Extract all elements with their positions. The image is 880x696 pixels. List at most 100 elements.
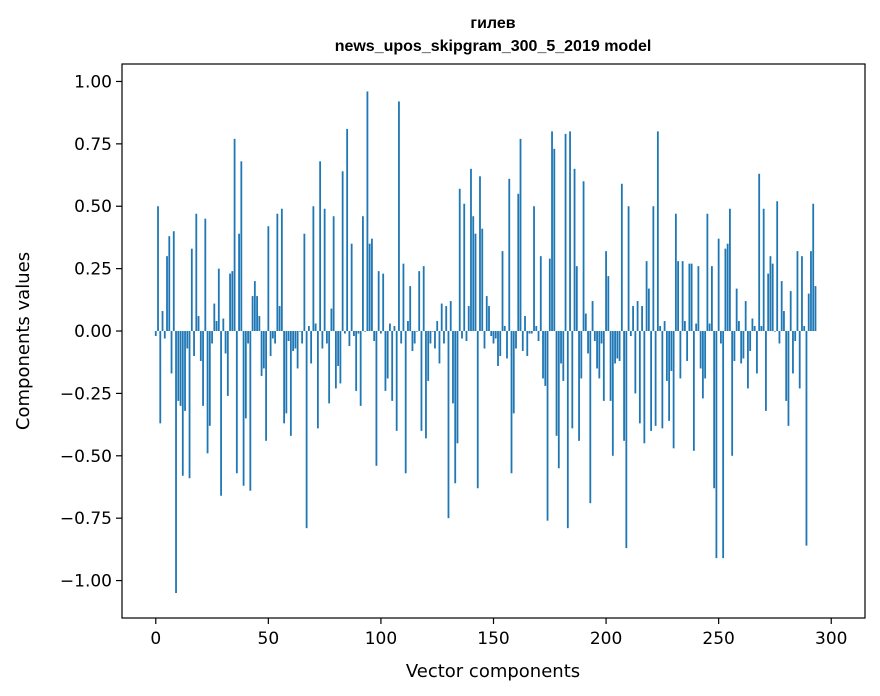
bar-component-145 xyxy=(481,228,484,332)
bar-component-167 xyxy=(530,331,533,334)
bar-component-74 xyxy=(321,331,324,349)
bar-component-38 xyxy=(240,161,243,332)
bar-component-241 xyxy=(697,266,700,332)
bar-component-107 xyxy=(395,331,398,431)
bar-component-231 xyxy=(674,213,677,332)
x-tick-label: 100 xyxy=(365,629,397,649)
bar-component-131 xyxy=(449,301,452,332)
bar-component-229 xyxy=(670,331,673,371)
bar-component-3 xyxy=(161,311,164,332)
bar-component-219 xyxy=(647,288,650,332)
y-tick-label: −0.50 xyxy=(60,447,112,467)
bar-component-153 xyxy=(499,331,502,356)
bar-component-152 xyxy=(497,331,499,366)
bar-component-265 xyxy=(751,318,754,332)
bar-component-14 xyxy=(186,331,189,349)
bar-component-99 xyxy=(377,271,380,332)
bar-component-56 xyxy=(280,208,283,332)
bar-component-143 xyxy=(476,331,479,489)
bar-component-53 xyxy=(274,331,276,344)
bar-component-170 xyxy=(537,331,540,341)
bar-component-71 xyxy=(314,323,317,332)
bar-component-10 xyxy=(177,331,180,401)
bar-component-13 xyxy=(184,331,186,411)
bar-component-127 xyxy=(440,303,443,332)
bar-component-208 xyxy=(623,331,625,441)
bar-component-109 xyxy=(400,331,403,344)
bar-component-290 xyxy=(807,293,810,332)
bar-component-8 xyxy=(172,231,175,332)
bar-component-292 xyxy=(812,203,815,332)
bar-component-24 xyxy=(208,331,211,426)
bar-component-237 xyxy=(688,263,691,332)
bar-component-42 xyxy=(249,331,252,491)
bar-component-206 xyxy=(618,331,621,361)
bar-component-207 xyxy=(620,183,623,332)
bar-component-54 xyxy=(276,213,279,332)
bar-component-245 xyxy=(706,213,709,332)
bar-component-216 xyxy=(641,306,643,332)
bar-component-32 xyxy=(226,331,229,396)
bar-component-88 xyxy=(353,331,355,337)
bar-component-130 xyxy=(447,331,450,519)
bar-component-194 xyxy=(591,301,594,332)
bar-component-166 xyxy=(528,331,531,334)
bar-component-41 xyxy=(247,331,249,344)
bar-component-151 xyxy=(494,331,497,339)
bar-component-45 xyxy=(256,296,258,332)
y-tick-label: 0.75 xyxy=(74,135,112,155)
y-axis-label: Components values xyxy=(13,252,34,430)
bar-component-121 xyxy=(427,331,430,381)
y-tick-label: −1.00 xyxy=(60,572,112,592)
bar-component-173 xyxy=(544,331,547,386)
bar-component-31 xyxy=(224,331,227,354)
bar-component-203 xyxy=(611,331,614,456)
bar-component-263 xyxy=(747,331,749,389)
bar-component-61 xyxy=(292,331,295,351)
bar-component-293 xyxy=(814,286,817,332)
bar-component-275 xyxy=(774,331,776,332)
bar-component-105 xyxy=(391,331,394,401)
bar-component-248 xyxy=(713,331,716,489)
bar-component-281 xyxy=(787,331,790,426)
bar-component-221 xyxy=(652,206,655,332)
bar-component-36 xyxy=(235,331,238,474)
bar-component-271 xyxy=(765,331,767,411)
bar-component-66 xyxy=(303,233,306,332)
bar-component-68 xyxy=(307,326,310,332)
bar-component-247 xyxy=(711,266,713,332)
bar-component-243 xyxy=(701,331,704,399)
bar-component-86 xyxy=(348,331,351,346)
bar-component-205 xyxy=(616,331,619,359)
bar-component-154 xyxy=(501,251,504,332)
bar-component-95 xyxy=(368,243,371,332)
bar-component-268 xyxy=(758,173,761,332)
bar-component-196 xyxy=(596,331,598,369)
bar-component-272 xyxy=(767,273,770,332)
bar-component-111 xyxy=(404,331,407,474)
y-tick-label: 1.00 xyxy=(74,72,112,92)
bar-component-259 xyxy=(738,321,740,332)
bar-component-214 xyxy=(636,301,639,332)
bar-component-75 xyxy=(323,208,326,332)
x-tick-label: 0 xyxy=(150,629,161,649)
bar-component-83 xyxy=(341,171,344,332)
bar-component-238 xyxy=(690,263,693,332)
bar-component-220 xyxy=(650,331,653,431)
bar-component-25 xyxy=(211,331,213,344)
bar-component-232 xyxy=(677,261,680,332)
bar-component-101 xyxy=(382,273,385,332)
bar-component-213 xyxy=(634,331,637,394)
bar-component-172 xyxy=(542,331,544,379)
bar-component-117 xyxy=(418,271,421,332)
bar-component-72 xyxy=(316,331,319,429)
bar-component-284 xyxy=(794,331,797,341)
bar-component-141 xyxy=(472,216,475,332)
bar-component-228 xyxy=(668,331,671,421)
bar-component-94 xyxy=(366,91,369,332)
bar-component-78 xyxy=(330,308,333,332)
bar-component-140 xyxy=(470,168,472,332)
bar-component-116 xyxy=(416,331,418,332)
bar-component-286 xyxy=(798,331,801,389)
bar-component-189 xyxy=(580,331,583,379)
